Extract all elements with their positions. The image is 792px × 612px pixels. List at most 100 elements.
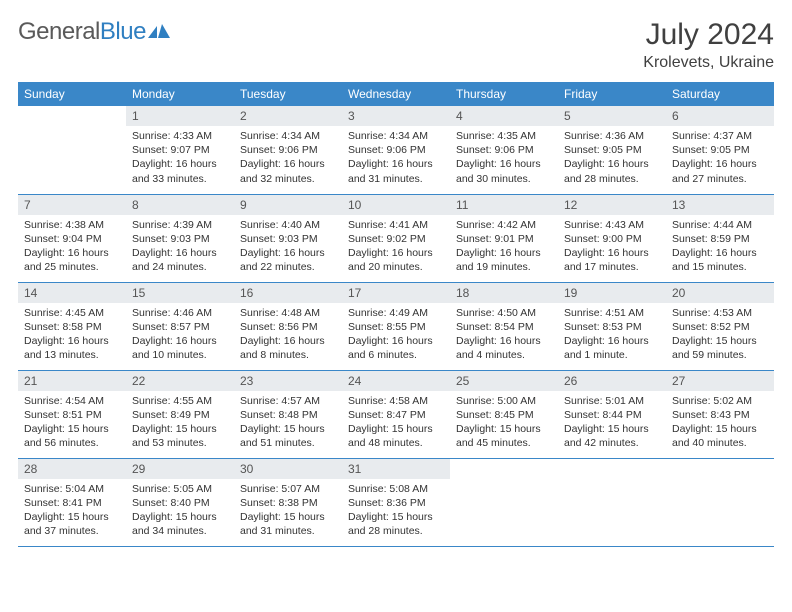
day-details: Sunrise: 4:38 AMSunset: 9:04 PMDaylight:… <box>18 215 126 281</box>
calendar-table: SundayMondayTuesdayWednesdayThursdayFrid… <box>18 82 774 547</box>
day-cell: 20Sunrise: 4:53 AMSunset: 8:52 PMDayligh… <box>666 282 774 370</box>
day-number: 27 <box>666 371 774 391</box>
day-number: 18 <box>450 283 558 303</box>
calendar-body: 1Sunrise: 4:33 AMSunset: 9:07 PMDaylight… <box>18 106 774 546</box>
day-cell: 2Sunrise: 4:34 AMSunset: 9:06 PMDaylight… <box>234 106 342 194</box>
day-details: Sunrise: 4:49 AMSunset: 8:55 PMDaylight:… <box>342 303 450 369</box>
day-cell: 18Sunrise: 4:50 AMSunset: 8:54 PMDayligh… <box>450 282 558 370</box>
day-cell: 13Sunrise: 4:44 AMSunset: 8:59 PMDayligh… <box>666 194 774 282</box>
day-cell: 6Sunrise: 4:37 AMSunset: 9:05 PMDaylight… <box>666 106 774 194</box>
day-cell: 9Sunrise: 4:40 AMSunset: 9:03 PMDaylight… <box>234 194 342 282</box>
day-number: 23 <box>234 371 342 391</box>
day-cell: 5Sunrise: 4:36 AMSunset: 9:05 PMDaylight… <box>558 106 666 194</box>
day-details: Sunrise: 4:40 AMSunset: 9:03 PMDaylight:… <box>234 215 342 281</box>
header: GeneralBlue July 2024 Krolevets, Ukraine <box>18 18 774 72</box>
day-number: 11 <box>450 195 558 215</box>
day-details: Sunrise: 4:39 AMSunset: 9:03 PMDaylight:… <box>126 215 234 281</box>
day-cell: 19Sunrise: 4:51 AMSunset: 8:53 PMDayligh… <box>558 282 666 370</box>
day-number: 5 <box>558 106 666 126</box>
day-number: 28 <box>18 459 126 479</box>
day-cell: 26Sunrise: 5:01 AMSunset: 8:44 PMDayligh… <box>558 370 666 458</box>
weekday-header: Monday <box>126 82 234 106</box>
day-cell: 29Sunrise: 5:05 AMSunset: 8:40 PMDayligh… <box>126 458 234 546</box>
day-details: Sunrise: 5:00 AMSunset: 8:45 PMDaylight:… <box>450 391 558 457</box>
month-title: July 2024 <box>643 18 774 52</box>
day-details: Sunrise: 4:48 AMSunset: 8:56 PMDaylight:… <box>234 303 342 369</box>
empty-cell <box>450 458 558 546</box>
day-number: 4 <box>450 106 558 126</box>
day-details: Sunrise: 4:34 AMSunset: 9:06 PMDaylight:… <box>234 126 342 192</box>
day-cell: 8Sunrise: 4:39 AMSunset: 9:03 PMDaylight… <box>126 194 234 282</box>
day-details: Sunrise: 4:37 AMSunset: 9:05 PMDaylight:… <box>666 126 774 192</box>
day-details: Sunrise: 4:53 AMSunset: 8:52 PMDaylight:… <box>666 303 774 369</box>
weekday-header-row: SundayMondayTuesdayWednesdayThursdayFrid… <box>18 82 774 106</box>
calendar-row: 1Sunrise: 4:33 AMSunset: 9:07 PMDaylight… <box>18 106 774 194</box>
day-number: 6 <box>666 106 774 126</box>
day-details: Sunrise: 4:42 AMSunset: 9:01 PMDaylight:… <box>450 215 558 281</box>
day-number: 21 <box>18 371 126 391</box>
weekday-header: Friday <box>558 82 666 106</box>
day-cell: 16Sunrise: 4:48 AMSunset: 8:56 PMDayligh… <box>234 282 342 370</box>
day-number: 15 <box>126 283 234 303</box>
logo-text-gray: General <box>18 18 100 46</box>
day-cell: 31Sunrise: 5:08 AMSunset: 8:36 PMDayligh… <box>342 458 450 546</box>
day-number: 9 <box>234 195 342 215</box>
day-cell: 30Sunrise: 5:07 AMSunset: 8:38 PMDayligh… <box>234 458 342 546</box>
day-number: 25 <box>450 371 558 391</box>
day-number: 7 <box>18 195 126 215</box>
day-number: 16 <box>234 283 342 303</box>
day-details: Sunrise: 4:55 AMSunset: 8:49 PMDaylight:… <box>126 391 234 457</box>
day-number: 22 <box>126 371 234 391</box>
location: Krolevets, Ukraine <box>643 54 774 72</box>
day-cell: 11Sunrise: 4:42 AMSunset: 9:01 PMDayligh… <box>450 194 558 282</box>
day-number: 8 <box>126 195 234 215</box>
day-number: 13 <box>666 195 774 215</box>
day-number: 24 <box>342 371 450 391</box>
day-details: Sunrise: 5:07 AMSunset: 8:38 PMDaylight:… <box>234 479 342 545</box>
day-cell: 12Sunrise: 4:43 AMSunset: 9:00 PMDayligh… <box>558 194 666 282</box>
day-details: Sunrise: 4:51 AMSunset: 8:53 PMDaylight:… <box>558 303 666 369</box>
day-details: Sunrise: 4:46 AMSunset: 8:57 PMDaylight:… <box>126 303 234 369</box>
day-details: Sunrise: 4:41 AMSunset: 9:02 PMDaylight:… <box>342 215 450 281</box>
day-cell: 22Sunrise: 4:55 AMSunset: 8:49 PMDayligh… <box>126 370 234 458</box>
weekday-header: Sunday <box>18 82 126 106</box>
calendar-row: 28Sunrise: 5:04 AMSunset: 8:41 PMDayligh… <box>18 458 774 546</box>
day-details: Sunrise: 4:34 AMSunset: 9:06 PMDaylight:… <box>342 126 450 192</box>
logo-text-blue: Blue <box>100 18 146 46</box>
day-cell: 23Sunrise: 4:57 AMSunset: 8:48 PMDayligh… <box>234 370 342 458</box>
day-details: Sunrise: 4:50 AMSunset: 8:54 PMDaylight:… <box>450 303 558 369</box>
day-cell: 10Sunrise: 4:41 AMSunset: 9:02 PMDayligh… <box>342 194 450 282</box>
day-details: Sunrise: 5:05 AMSunset: 8:40 PMDaylight:… <box>126 479 234 545</box>
day-details: Sunrise: 5:04 AMSunset: 8:41 PMDaylight:… <box>18 479 126 545</box>
weekday-header: Tuesday <box>234 82 342 106</box>
day-number: 2 <box>234 106 342 126</box>
weekday-header: Thursday <box>450 82 558 106</box>
day-details: Sunrise: 5:08 AMSunset: 8:36 PMDaylight:… <box>342 479 450 545</box>
day-number: 17 <box>342 283 450 303</box>
day-number: 26 <box>558 371 666 391</box>
weekday-header: Wednesday <box>342 82 450 106</box>
day-cell: 17Sunrise: 4:49 AMSunset: 8:55 PMDayligh… <box>342 282 450 370</box>
day-number: 1 <box>126 106 234 126</box>
day-cell: 3Sunrise: 4:34 AMSunset: 9:06 PMDaylight… <box>342 106 450 194</box>
day-details: Sunrise: 4:45 AMSunset: 8:58 PMDaylight:… <box>18 303 126 369</box>
day-details: Sunrise: 4:58 AMSunset: 8:47 PMDaylight:… <box>342 391 450 457</box>
calendar-row: 7Sunrise: 4:38 AMSunset: 9:04 PMDaylight… <box>18 194 774 282</box>
day-details: Sunrise: 4:54 AMSunset: 8:51 PMDaylight:… <box>18 391 126 457</box>
day-cell: 25Sunrise: 5:00 AMSunset: 8:45 PMDayligh… <box>450 370 558 458</box>
day-cell: 1Sunrise: 4:33 AMSunset: 9:07 PMDaylight… <box>126 106 234 194</box>
logo: GeneralBlue <box>18 18 170 46</box>
day-number: 10 <box>342 195 450 215</box>
calendar-row: 21Sunrise: 4:54 AMSunset: 8:51 PMDayligh… <box>18 370 774 458</box>
day-cell: 15Sunrise: 4:46 AMSunset: 8:57 PMDayligh… <box>126 282 234 370</box>
day-number: 14 <box>18 283 126 303</box>
day-number: 19 <box>558 283 666 303</box>
day-cell: 4Sunrise: 4:35 AMSunset: 9:06 PMDaylight… <box>450 106 558 194</box>
day-details: Sunrise: 4:36 AMSunset: 9:05 PMDaylight:… <box>558 126 666 192</box>
empty-cell <box>558 458 666 546</box>
day-cell: 7Sunrise: 4:38 AMSunset: 9:04 PMDaylight… <box>18 194 126 282</box>
day-number: 20 <box>666 283 774 303</box>
day-cell: 21Sunrise: 4:54 AMSunset: 8:51 PMDayligh… <box>18 370 126 458</box>
day-cell: 24Sunrise: 4:58 AMSunset: 8:47 PMDayligh… <box>342 370 450 458</box>
day-details: Sunrise: 4:43 AMSunset: 9:00 PMDaylight:… <box>558 215 666 281</box>
